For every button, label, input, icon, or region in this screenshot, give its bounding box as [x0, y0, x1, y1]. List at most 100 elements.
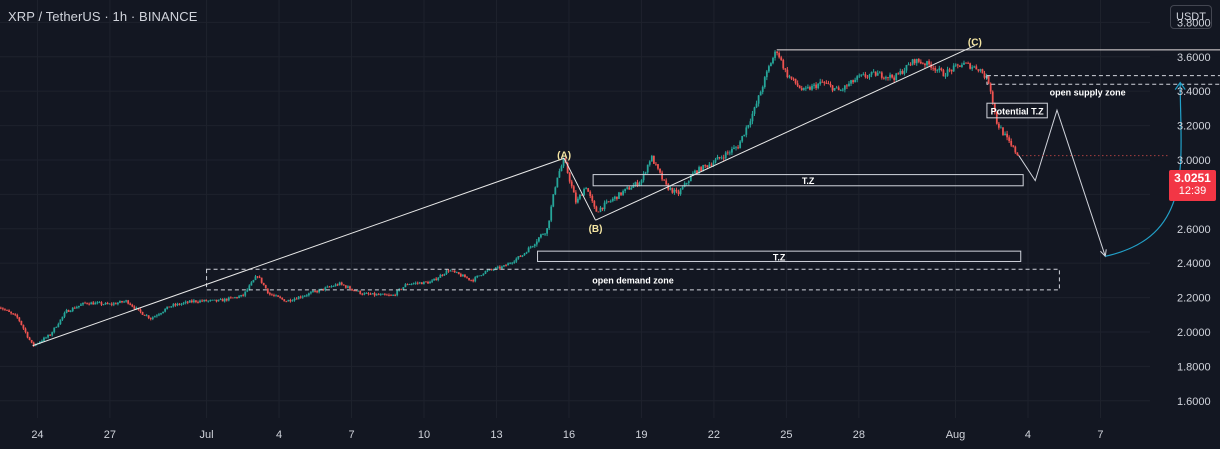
candle-body [478, 275, 481, 277]
candle-body [264, 285, 267, 289]
wave-line [595, 45, 976, 221]
candle-body [507, 263, 509, 266]
candle-body [414, 282, 417, 284]
y-tick-label: 2.4000 [1177, 258, 1211, 270]
candle-body [160, 313, 162, 315]
candle-body [422, 281, 425, 285]
candle-body [665, 180, 668, 185]
candle-body [737, 147, 739, 149]
candle-body [763, 77, 766, 88]
candle-body [133, 306, 136, 309]
candle-body [186, 301, 189, 303]
candle-body [954, 64, 957, 66]
wave-label: (C) [968, 38, 982, 49]
candle-body [188, 300, 191, 303]
y-tick-label: 3.2000 [1177, 121, 1211, 133]
candle-body [921, 63, 924, 65]
candle-body [490, 269, 493, 271]
candle-body [952, 65, 955, 72]
candle-body [961, 64, 963, 67]
candle-body [901, 70, 904, 74]
candle-body [338, 282, 341, 286]
candle-body [979, 69, 982, 71]
candle-body [470, 279, 473, 281]
candle-body [726, 152, 729, 154]
x-tick-label: 7 [1097, 429, 1103, 441]
candle-body [170, 306, 173, 308]
candle-body [544, 233, 546, 235]
candle-body [642, 173, 645, 181]
candle-body [661, 172, 663, 180]
candle-body [926, 61, 928, 66]
candle-body [139, 309, 142, 312]
candle-body [895, 73, 898, 80]
candle-body [22, 324, 25, 329]
candle-body [73, 307, 76, 309]
candle-body [823, 82, 826, 83]
candle-body [839, 89, 842, 91]
projection-path [1017, 108, 1106, 257]
candle-body [1008, 137, 1011, 141]
candle-body [770, 63, 772, 67]
candle-body [607, 201, 610, 203]
bar-countdown: 12:39 [1178, 185, 1207, 197]
candle-body [710, 164, 713, 166]
candle-body [540, 234, 542, 238]
x-tick-label: 4 [1025, 429, 1031, 441]
candle-body [663, 179, 666, 181]
candle-body [712, 162, 715, 166]
candle-body [899, 70, 902, 75]
candle-body [747, 125, 750, 128]
candle-body [878, 72, 881, 74]
candle-body [14, 314, 17, 316]
candle-body [570, 181, 573, 187]
candle-body [82, 302, 84, 305]
candle-body [205, 299, 208, 302]
candle-body [488, 269, 491, 271]
candle-body [934, 67, 937, 71]
candle-body [755, 103, 758, 108]
candle-body [383, 293, 386, 295]
candle-body [449, 270, 452, 272]
candle-body [151, 317, 154, 319]
x-tick-label: 22 [708, 429, 720, 441]
candle-body [4, 309, 6, 311]
candle-body [601, 207, 604, 210]
candle-body [359, 290, 362, 294]
candle-body [905, 64, 908, 71]
candle-body [260, 277, 263, 283]
candle-body [616, 196, 618, 199]
candle-body [307, 293, 310, 296]
candle-body [248, 285, 251, 290]
candle-body [418, 282, 421, 284]
candle-body [96, 302, 99, 304]
candle-body [846, 85, 848, 87]
candle-body [355, 290, 358, 292]
candle-body [392, 295, 394, 296]
zone-box [986, 102, 1048, 119]
candle-body [718, 157, 721, 158]
candle-body [841, 89, 844, 91]
candle-body [41, 340, 43, 342]
candle-body [289, 299, 292, 302]
candle-body [529, 246, 532, 248]
x-tick-label: 19 [635, 429, 647, 441]
candle-body [772, 57, 774, 64]
candle-body [776, 51, 778, 54]
grid [0, 0, 1150, 418]
candle-body [889, 74, 891, 78]
candle-body [349, 286, 351, 289]
candle-body [28, 337, 31, 340]
candle-body [69, 311, 72, 312]
candle-body [273, 295, 275, 296]
candle-body [361, 293, 364, 295]
candle-body [390, 295, 392, 296]
candle-body [636, 182, 639, 186]
wave-line [563, 158, 596, 221]
candle-body [164, 308, 167, 312]
candle-body [644, 172, 647, 174]
candle-body [546, 228, 548, 234]
candle-body [609, 200, 612, 202]
currency-button[interactable]: USDT [1170, 5, 1212, 29]
